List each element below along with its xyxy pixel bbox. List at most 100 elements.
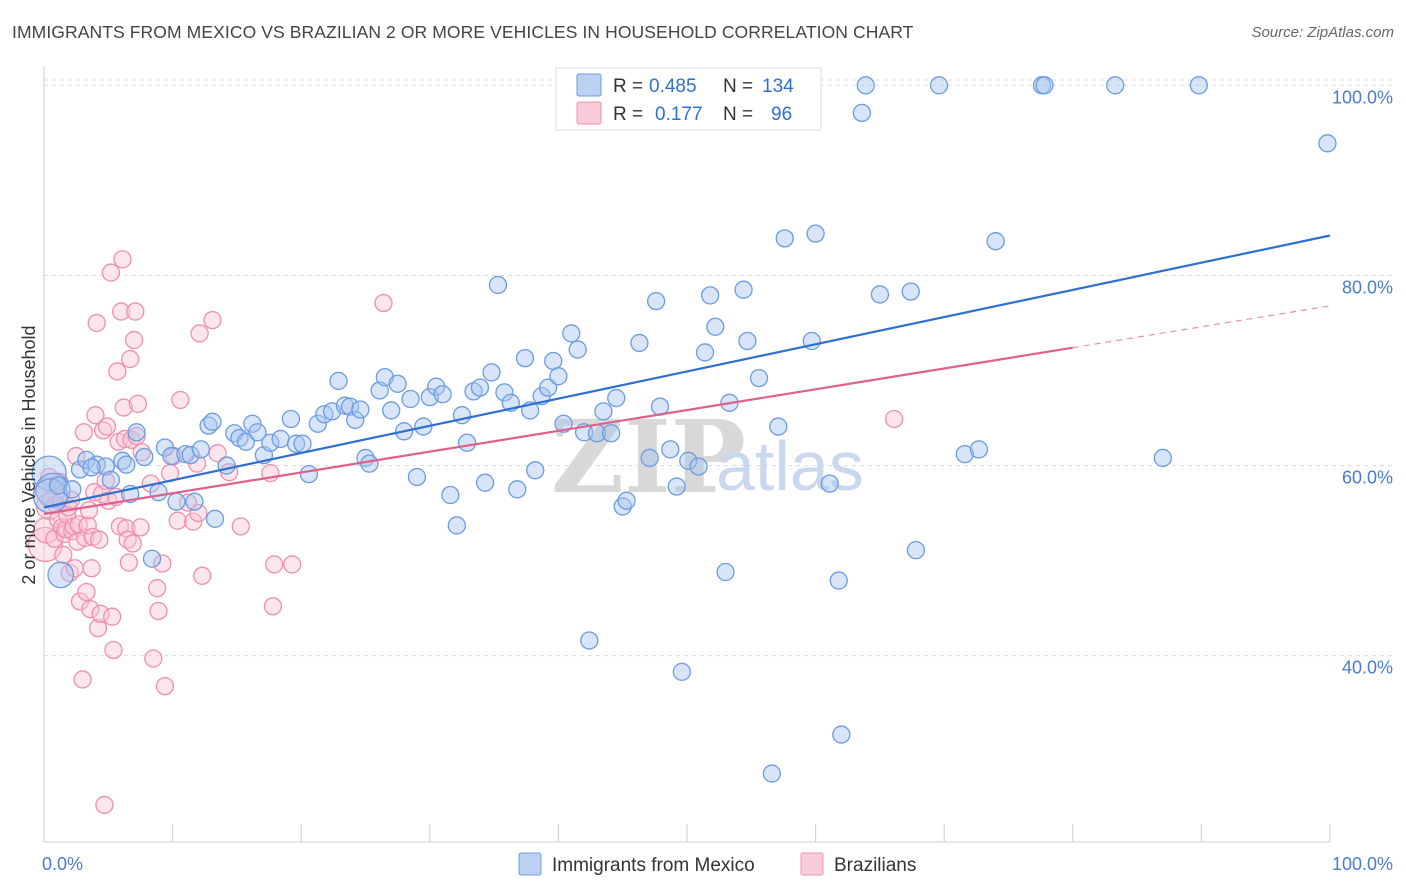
data-point-brazilians — [884, 409, 904, 429]
watermark-atlas: atlas — [716, 427, 864, 505]
data-point-mexico — [806, 224, 825, 243]
data-point-mexico — [401, 389, 420, 409]
data-point-brazilians — [101, 263, 121, 282]
chart-title: IMMIGRANTS FROM MEXICO VS BRAZILIAN 2 OR… — [12, 22, 914, 42]
data-point-mexico — [87, 455, 106, 474]
data-point-mexico — [388, 374, 407, 393]
data-point-mexico — [271, 429, 290, 449]
data-point-brazilians — [144, 649, 163, 668]
data-point-mexico — [482, 363, 501, 382]
data-point-brazilians — [171, 390, 190, 410]
data-point-mexico — [351, 400, 370, 419]
watermark-zip: ZIP — [551, 398, 746, 516]
data-point-brazilians — [263, 597, 283, 616]
series-legend-label-mexico: Immigrants from Mexico — [552, 855, 755, 876]
data-point-mexico — [243, 414, 262, 433]
data-point-brazilians — [124, 330, 144, 350]
data-point-brazilians — [70, 592, 90, 611]
data-point-brazilians — [90, 530, 109, 549]
y-tick-label: 100.0% — [1332, 87, 1393, 107]
legend-swatch-brazilians — [576, 101, 602, 125]
data-point-brazilians — [265, 555, 284, 574]
data-point-mexico — [630, 333, 649, 353]
data-point-brazilians — [126, 302, 145, 321]
trend-line-brazilians-projection — [1072, 305, 1331, 349]
data-point-mexico — [70, 460, 90, 479]
tick-label-layer: 40.0% 60.0% 80.0% 100.0% 0.0% 100.0% — [42, 87, 1393, 874]
data-point-brazilians — [121, 349, 140, 369]
data-point-mexico — [544, 351, 563, 371]
data-point-mexico — [716, 562, 735, 582]
data-point-mexico — [47, 561, 75, 589]
data-point-mexico — [762, 764, 782, 783]
data-point-mexico — [929, 76, 949, 95]
data-point-mexico — [832, 725, 851, 744]
data-point-mexico — [749, 368, 769, 388]
data-point-mexico — [1318, 134, 1337, 153]
data-point-mexico — [181, 445, 200, 465]
data-point-mexico — [706, 317, 725, 336]
data-point-mexico — [167, 492, 186, 511]
data-point-brazilians — [115, 429, 135, 449]
data-point-mexico — [617, 491, 636, 510]
data-point-mexico — [1153, 448, 1172, 468]
data-point-mexico — [852, 103, 872, 123]
data-point-mexico — [149, 483, 168, 502]
data-point-mexico — [1035, 76, 1054, 95]
points-layer — [27, 71, 1337, 815]
legend-r-value-mexico: 0.485 — [649, 76, 697, 97]
data-point-brazilians — [77, 582, 96, 602]
series-legend-swatch-mexico — [518, 852, 542, 876]
data-point-brazilians — [114, 398, 133, 417]
data-point-brazilians — [231, 517, 250, 536]
data-point-brazilians — [128, 394, 148, 413]
data-point-mexico — [308, 414, 328, 433]
data-point-brazilians — [82, 559, 101, 578]
data-point-mexico — [191, 440, 211, 459]
data-point-mexico — [281, 409, 301, 429]
data-point-mexico — [117, 455, 136, 474]
data-point-mexico — [594, 402, 613, 421]
chart-source: Source: ZipAtlas.com — [1251, 24, 1394, 41]
data-point-mexico — [515, 348, 535, 368]
y-tick-label: 80.0% — [1342, 277, 1393, 297]
data-point-mexico — [549, 367, 568, 386]
data-point-mexico — [695, 343, 715, 362]
data-point-mexico — [329, 371, 348, 391]
data-point-mexico — [205, 509, 225, 528]
data-point-brazilians — [119, 553, 139, 572]
data-point-mexico — [286, 434, 306, 453]
series-legend: Immigrants from Mexico Brazilians — [518, 852, 916, 876]
data-point-mexico — [667, 477, 686, 496]
data-point-mexico — [1106, 76, 1125, 95]
data-point-mexico — [769, 417, 788, 436]
data-point-brazilians — [103, 607, 122, 626]
data-point-mexico — [82, 458, 101, 477]
data-point-mexico — [679, 451, 698, 470]
data-point-mexico — [538, 378, 558, 397]
data-point-mexico — [955, 444, 974, 464]
data-point-mexico — [568, 340, 587, 359]
legend-r-value-brazilians: 0.177 — [655, 104, 703, 125]
data-point-brazilians — [112, 302, 131, 321]
data-point-brazilians — [74, 423, 94, 442]
data-point-mexico — [689, 457, 708, 476]
data-point-brazilians — [168, 511, 187, 530]
data-point-brazilians — [374, 293, 393, 313]
data-point-brazilians — [88, 618, 108, 638]
data-point-brazilians — [190, 324, 209, 343]
series-legend-swatch-brazilians — [800, 852, 824, 876]
data-point-mexico — [495, 383, 514, 402]
data-point-brazilians — [123, 534, 142, 553]
data-point-mexico — [820, 474, 839, 493]
data-point-mexico — [700, 286, 720, 305]
data-point-mexico — [526, 461, 545, 480]
watermark: ZIP atlas — [551, 398, 864, 516]
data-point-mexico — [346, 410, 365, 430]
data-point-mexico — [640, 448, 659, 468]
data-point-mexico — [441, 485, 460, 505]
data-point-mexico — [433, 385, 452, 404]
data-point-brazilians — [95, 795, 114, 815]
data-point-mexico — [360, 454, 379, 473]
